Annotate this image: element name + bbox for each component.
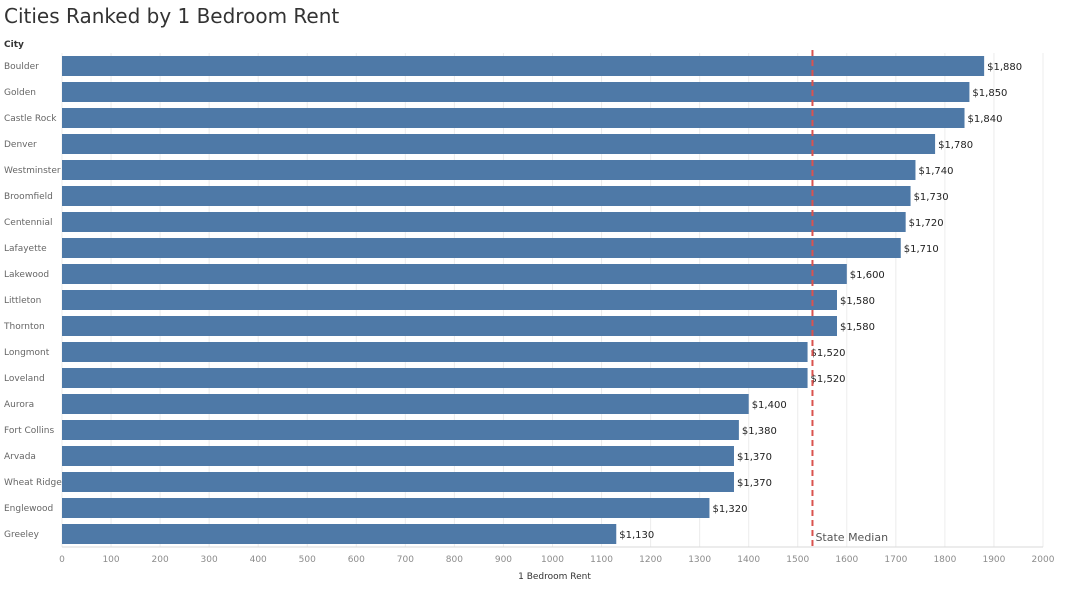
city-label: Lakewood <box>4 270 49 280</box>
city-label: Centennial <box>4 218 53 228</box>
x-tick-label: 300 <box>201 555 218 565</box>
city-label: Fort Collins <box>4 426 54 436</box>
city-label: Aurora <box>4 400 34 410</box>
value-label: $1,520 <box>811 374 846 385</box>
x-tick-label: 1400 <box>737 555 760 565</box>
row-header-city: City <box>4 40 24 50</box>
x-tick-label: 1800 <box>933 555 956 565</box>
x-tick-label: 1500 <box>786 555 809 565</box>
value-label: $1,520 <box>811 348 846 359</box>
city-label: Littleton <box>4 296 41 306</box>
x-tick-label: 600 <box>348 555 365 565</box>
city-label: Golden <box>4 88 36 98</box>
value-label: $1,710 <box>904 244 939 255</box>
value-label: $1,320 <box>712 504 747 515</box>
value-label: $1,130 <box>619 530 654 541</box>
value-label: $1,580 <box>840 322 875 333</box>
x-tick-label: 1600 <box>835 555 858 565</box>
value-label: $1,740 <box>918 166 953 177</box>
value-label: $1,580 <box>840 296 875 307</box>
value-label: $1,840 <box>968 114 1003 125</box>
x-tick-label: 400 <box>250 555 267 565</box>
city-label: Thornton <box>3 322 45 332</box>
value-label: $1,880 <box>987 62 1022 73</box>
x-axis-title-text: 1 Bedroom Rent <box>518 572 591 582</box>
bar[interactable] <box>62 316 837 336</box>
city-label: Lafayette <box>4 244 47 254</box>
bar[interactable] <box>62 160 916 180</box>
x-tick-label: 200 <box>152 555 169 565</box>
bar[interactable] <box>62 82 970 102</box>
x-axis-title: 1 Bedroom Rent <box>0 572 1068 582</box>
bar[interactable] <box>62 108 965 128</box>
bar[interactable] <box>62 420 739 440</box>
bar[interactable] <box>62 186 911 206</box>
x-tick-label: 800 <box>446 555 463 565</box>
value-label: $1,850 <box>972 88 1007 99</box>
x-tick-label: 1900 <box>982 555 1005 565</box>
city-label: Loveland <box>4 374 45 384</box>
value-label: $1,380 <box>742 426 777 437</box>
bar[interactable] <box>62 368 808 388</box>
bar[interactable] <box>62 290 837 310</box>
bar[interactable] <box>62 472 734 492</box>
x-tick-label: 900 <box>495 555 512 565</box>
bar[interactable] <box>62 264 847 284</box>
value-label: $1,780 <box>938 140 973 151</box>
bar[interactable] <box>62 212 906 232</box>
value-label: $1,400 <box>752 400 787 411</box>
value-label: $1,720 <box>909 218 944 229</box>
bar[interactable] <box>62 394 749 414</box>
city-label: Broomfield <box>4 192 53 202</box>
value-label: $1,370 <box>737 478 772 489</box>
value-label: $1,370 <box>737 452 772 463</box>
x-tick-label: 500 <box>299 555 316 565</box>
state-median-label: State Median <box>815 531 888 544</box>
x-tick-label: 0 <box>59 555 65 565</box>
x-tick-label: 1200 <box>639 555 662 565</box>
city-label: Boulder <box>4 62 39 72</box>
x-tick-label: 700 <box>397 555 414 565</box>
city-label: Westminster <box>4 166 61 176</box>
x-tick-label: 1300 <box>688 555 711 565</box>
bar[interactable] <box>62 524 617 544</box>
city-label: Wheat Ridge <box>4 478 62 488</box>
bar[interactable] <box>62 56 985 76</box>
value-label: $1,600 <box>850 270 885 281</box>
x-tick-label: 1700 <box>884 555 907 565</box>
city-label: Longmont <box>4 348 50 358</box>
bar[interactable] <box>62 342 808 362</box>
city-label: Arvada <box>4 452 36 462</box>
x-tick-label: 100 <box>102 555 119 565</box>
bar[interactable] <box>62 134 936 154</box>
city-label: Greeley <box>4 530 40 540</box>
bar[interactable] <box>62 446 734 466</box>
city-label: Englewood <box>4 504 53 514</box>
chart-title: Cities Ranked by 1 Bedroom Rent <box>4 4 340 28</box>
x-tick-label: 1100 <box>590 555 613 565</box>
city-label: Denver <box>4 140 37 150</box>
bar[interactable] <box>62 238 901 258</box>
value-label: $1,730 <box>914 192 949 203</box>
x-tick-label: 1000 <box>541 555 564 565</box>
x-tick-label: 2000 <box>1032 555 1055 565</box>
city-label: Castle Rock <box>4 114 57 124</box>
bar[interactable] <box>62 498 710 518</box>
